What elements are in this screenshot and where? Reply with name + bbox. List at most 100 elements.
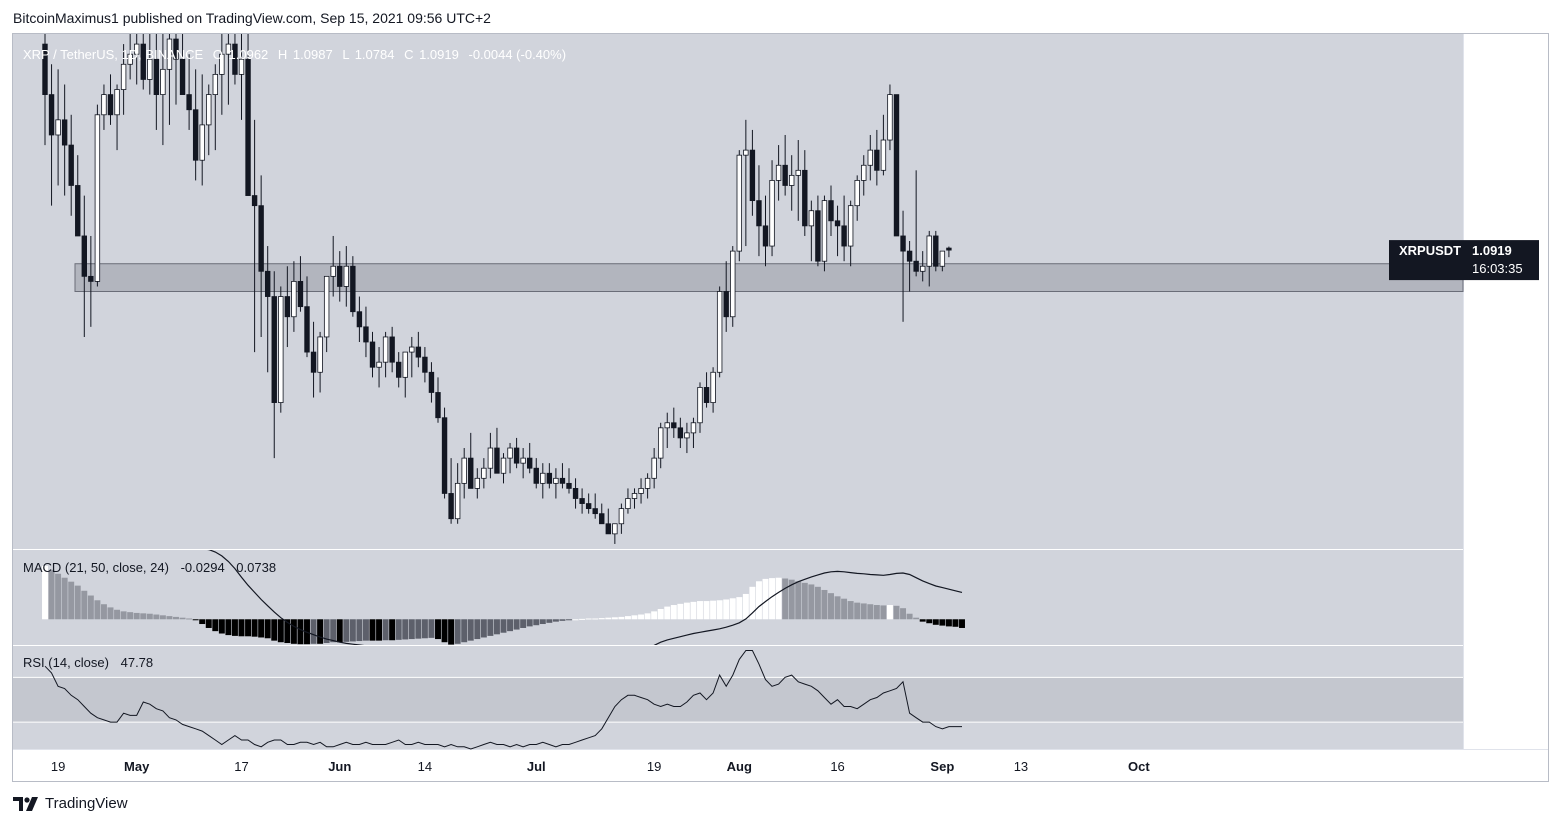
macd-hist-bar bbox=[323, 619, 330, 644]
price-axis-tick: 1.0000 bbox=[1490, 290, 1530, 305]
macd-hist-bar bbox=[493, 619, 500, 635]
price-tag-countdown: 16:03:35 bbox=[1472, 261, 1523, 276]
candle-down bbox=[599, 513, 605, 525]
candle-down bbox=[415, 346, 422, 358]
macd-hist-bar bbox=[402, 619, 409, 640]
price-axis-tick: 1.4000 bbox=[1490, 88, 1530, 103]
legend-low: 1.0784 bbox=[355, 47, 395, 62]
macd-hist-bar bbox=[638, 614, 645, 620]
candle-up bbox=[730, 250, 736, 318]
candle-down bbox=[815, 210, 821, 262]
footer: TradingView bbox=[13, 795, 128, 812]
candle-down bbox=[592, 508, 598, 515]
candle-down bbox=[232, 43, 238, 75]
candle-up bbox=[861, 164, 867, 181]
candle-up bbox=[120, 63, 127, 90]
candle-up bbox=[409, 346, 415, 353]
macd-hist-bar bbox=[395, 619, 402, 640]
macd-hist-bar bbox=[624, 616, 631, 620]
candle-down bbox=[61, 119, 68, 146]
macd-hist-bar bbox=[775, 577, 782, 620]
macd-hist-bar bbox=[153, 614, 160, 620]
candle-up bbox=[206, 94, 212, 126]
candle-down bbox=[369, 341, 376, 368]
candle-down bbox=[88, 275, 94, 282]
macd-hist-bar bbox=[644, 613, 651, 620]
candle-down bbox=[81, 235, 87, 277]
macd-hist-bar bbox=[683, 602, 690, 620]
macd-hist-bar bbox=[389, 619, 396, 641]
candle-up bbox=[278, 296, 284, 403]
candle-down bbox=[42, 43, 48, 95]
rsi-legend: RSI (14, close) 47.78 bbox=[23, 655, 153, 670]
legend-change: -0.0044 (-0.40%) bbox=[468, 47, 566, 62]
macd-hist-bar bbox=[271, 619, 278, 641]
macd-legend: MACD (21, 50, close, 24) -0.0294 0.0738 bbox=[23, 560, 276, 575]
candle-down bbox=[356, 311, 363, 328]
candle-up bbox=[225, 43, 232, 55]
candle-up bbox=[651, 457, 657, 479]
macd-hist-bar bbox=[258, 619, 265, 638]
price-tag-symbol: XRPUSDT bbox=[1399, 243, 1461, 258]
macd-hist-bar bbox=[834, 596, 841, 620]
price-tag-price: 1.0919 bbox=[1472, 243, 1512, 258]
macd-hist-bar bbox=[68, 581, 75, 620]
macd-hist-bar bbox=[513, 619, 520, 630]
candle-down bbox=[559, 477, 566, 484]
publisher-line: BitcoinMaximus1 published on TradingView… bbox=[13, 10, 491, 26]
macd-hist-bar bbox=[310, 619, 317, 644]
candle-down bbox=[802, 169, 808, 227]
candle-up bbox=[330, 265, 336, 277]
macd-hist-bar bbox=[330, 619, 337, 643]
macd-hist-bar bbox=[749, 586, 756, 620]
chart-frame[interactable]: 1.50001.40001.30001.20001.10001.00000.90… bbox=[12, 33, 1549, 782]
candle-down bbox=[297, 281, 304, 308]
candle-down bbox=[395, 361, 402, 378]
candle-down bbox=[245, 58, 251, 196]
candle-down bbox=[946, 247, 952, 251]
legend-open: 1.0962 bbox=[229, 47, 269, 62]
candle-up bbox=[323, 275, 330, 338]
candle-down bbox=[284, 296, 291, 318]
candle-down bbox=[304, 306, 310, 353]
candle-up bbox=[553, 477, 559, 484]
macd-hist-bar bbox=[140, 613, 147, 620]
macd-hist-bar bbox=[454, 619, 461, 644]
macd-axis-tick: 0.0000 bbox=[1490, 612, 1530, 627]
candle-down bbox=[933, 235, 939, 267]
macd-hist-bar bbox=[369, 619, 376, 641]
candle-down bbox=[913, 260, 919, 272]
candle-up bbox=[821, 200, 828, 262]
rsi-layer bbox=[13, 650, 1463, 750]
candle-up bbox=[166, 38, 173, 70]
candle-up bbox=[625, 498, 631, 510]
macd-hist-bar bbox=[893, 605, 900, 620]
macd-legend-label: MACD (21, 50, close, 24) bbox=[23, 560, 169, 575]
chart-canvas[interactable]: 1.50001.40001.30001.20001.10001.00000.90… bbox=[13, 34, 1548, 781]
rsi-band bbox=[13, 677, 1463, 723]
macd-hist-bar bbox=[710, 600, 717, 620]
candle-down bbox=[762, 225, 769, 247]
macd-hist-bar bbox=[631, 615, 638, 620]
candles-layer bbox=[42, 34, 952, 544]
candle-up bbox=[638, 488, 644, 494]
candle-up bbox=[461, 457, 467, 484]
candle-down bbox=[893, 94, 900, 237]
candle-up bbox=[612, 523, 618, 535]
macd-hist-bar bbox=[867, 604, 874, 620]
candle-down bbox=[186, 94, 192, 111]
candle-up bbox=[199, 124, 205, 161]
price-axis-tick: 0.6000 bbox=[1490, 492, 1530, 507]
candle-down bbox=[75, 185, 81, 237]
macd-hist-bar bbox=[782, 578, 789, 620]
macd-hist-bar bbox=[87, 595, 94, 620]
macd-hist-bar bbox=[205, 619, 212, 628]
macd-hist-bar bbox=[808, 584, 815, 620]
candle-down bbox=[671, 422, 677, 429]
macd-hist-bar bbox=[526, 619, 533, 627]
macd-hist-bar bbox=[297, 619, 304, 645]
macd-hist-bar bbox=[716, 600, 723, 620]
time-axis-tick: 16 bbox=[830, 759, 844, 774]
candle-up bbox=[736, 154, 742, 252]
time-axis-tick: Jun bbox=[328, 759, 351, 774]
